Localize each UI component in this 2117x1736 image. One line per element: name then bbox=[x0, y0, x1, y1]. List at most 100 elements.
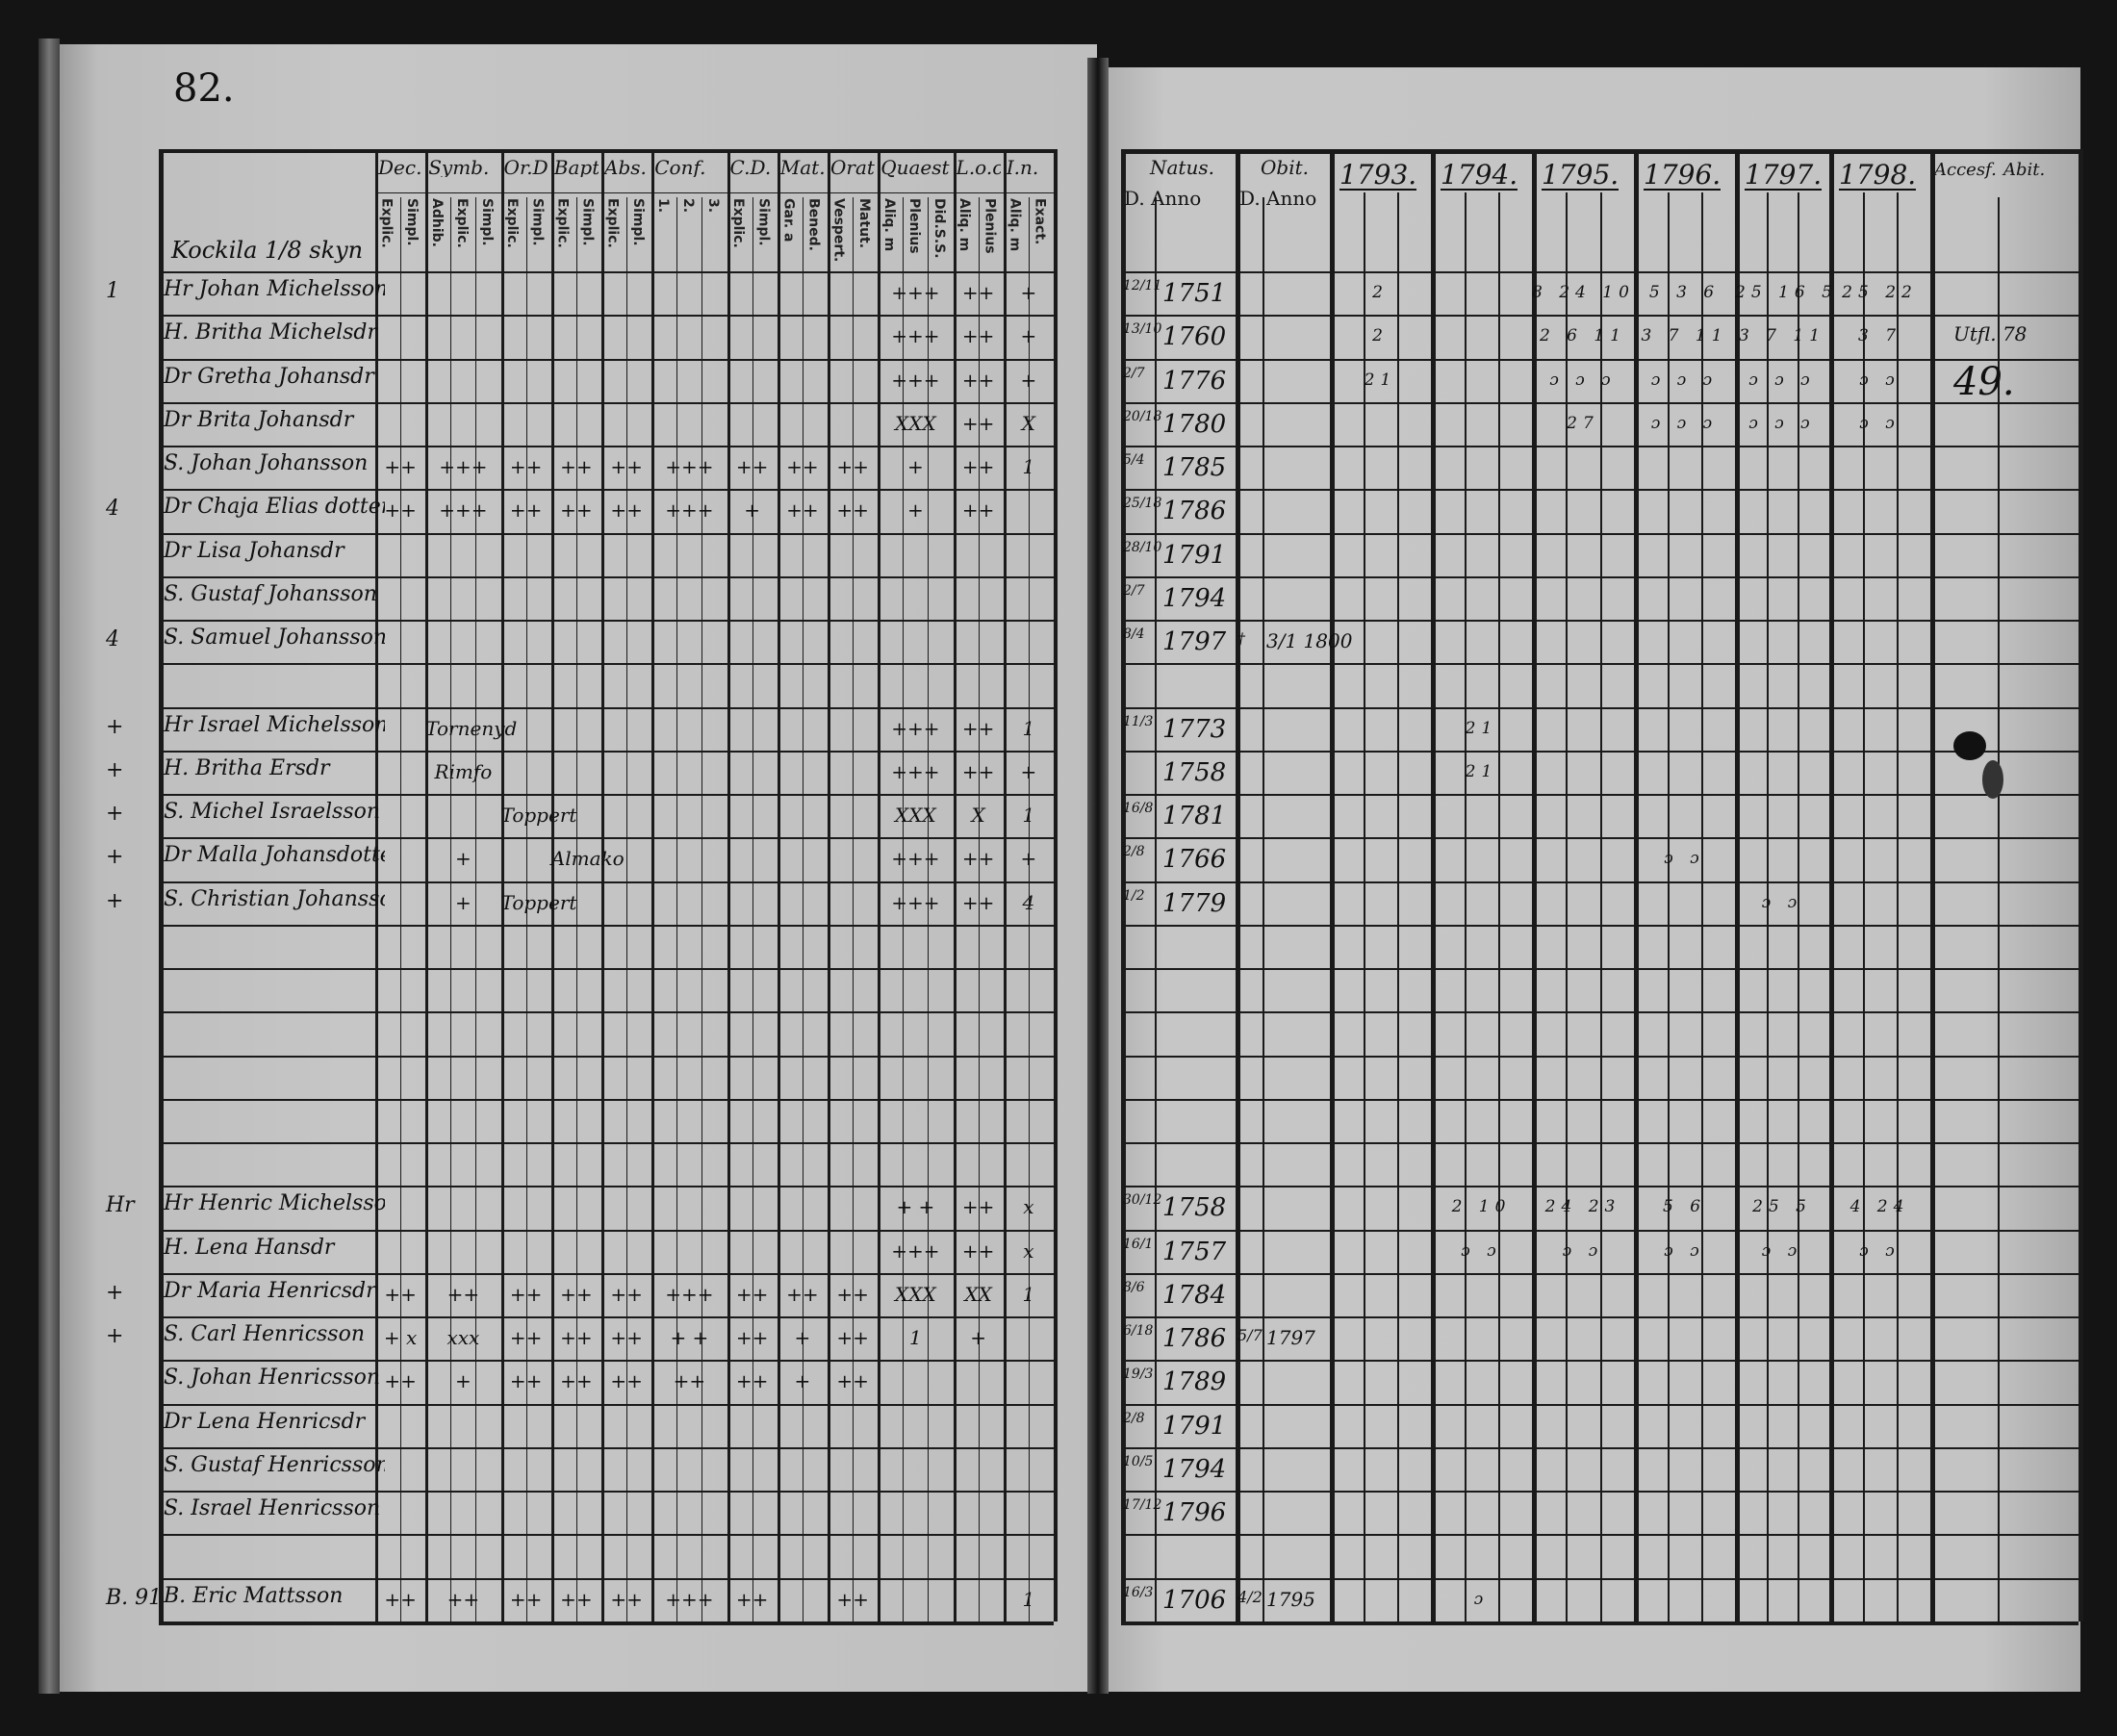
entry-orat: ++ bbox=[836, 1282, 869, 1306]
person-name: Dr Chaja Elias dotter bbox=[164, 497, 385, 519]
column-line bbox=[1465, 192, 1467, 1621]
ink-stain bbox=[1953, 731, 1986, 760]
birth-day: 17/12 bbox=[1123, 1497, 1162, 1514]
person-name: Dr Malla Johansdotter bbox=[164, 845, 385, 867]
birth-day: 6/18 bbox=[1123, 1323, 1154, 1340]
birth-day: 25/18 bbox=[1123, 496, 1162, 512]
column-header-quaest-1: Plenius bbox=[906, 198, 923, 254]
margin-note: B. 91 bbox=[106, 1585, 163, 1610]
column-header-in-0: Aliq. m bbox=[1007, 198, 1023, 252]
column-line bbox=[1998, 197, 2000, 1621]
year-mark: ɔ ɔ ɔ bbox=[1549, 370, 1617, 390]
column-group-dec: Dec. bbox=[378, 158, 422, 177]
margin-note: + bbox=[106, 714, 124, 739]
entry-quaest: +++ bbox=[891, 759, 940, 783]
entry-abs: ++ bbox=[610, 498, 643, 523]
column-line bbox=[1897, 192, 1899, 1621]
column-line bbox=[1028, 197, 1030, 1621]
entry-symb: + bbox=[455, 847, 472, 871]
rule-line bbox=[159, 1403, 1054, 1406]
year-mark: ɔ ɔ bbox=[1859, 413, 1900, 433]
column-line bbox=[1735, 149, 1740, 1621]
column-line bbox=[1829, 149, 1834, 1621]
rule-line bbox=[159, 881, 1054, 883]
entry-quaest: XXX bbox=[895, 411, 936, 435]
obit-d-anno: D. Anno bbox=[1239, 187, 1317, 210]
column-line bbox=[1498, 192, 1500, 1621]
birth-day: 10/5 bbox=[1123, 1453, 1154, 1469]
column-line bbox=[1532, 149, 1537, 1621]
year-mark: 5 6 bbox=[1662, 1197, 1707, 1217]
entry-symb: + bbox=[455, 1369, 472, 1393]
entry-ord: ++ bbox=[509, 1587, 543, 1611]
birth-year: 1786 bbox=[1162, 1324, 1227, 1354]
birth-year: 1791 bbox=[1162, 540, 1227, 570]
rule-line bbox=[159, 575, 1054, 578]
entry-ord: ++ bbox=[509, 1282, 543, 1306]
column-header-dec-0: Explic. bbox=[378, 198, 395, 248]
column-header-symb-0: Adhib. bbox=[428, 198, 445, 247]
birth-year: 1781 bbox=[1162, 802, 1227, 831]
entry-quaest: +++ bbox=[891, 847, 940, 871]
person-name: Hr Johan Michelsson bbox=[164, 279, 385, 300]
rule-line bbox=[1121, 1534, 2079, 1537]
entry-symb: Rimfo bbox=[434, 759, 493, 783]
rule-line bbox=[1121, 1055, 2079, 1058]
birth-year: 1706 bbox=[1162, 1585, 1227, 1615]
rule-line bbox=[1121, 706, 2079, 709]
birth-year: 1785 bbox=[1162, 453, 1227, 483]
margin-note: + bbox=[106, 757, 124, 782]
entry-bapt: ++ bbox=[560, 1587, 593, 1611]
year-mark: 2 6 11 bbox=[1539, 326, 1627, 346]
column-line bbox=[1599, 192, 1602, 1621]
person-name: S. Christian Johansson bbox=[164, 888, 385, 910]
margin-note: + bbox=[106, 1324, 124, 1349]
rule-line bbox=[1121, 663, 2079, 666]
year-mark: 8 24 10 bbox=[1532, 283, 1635, 302]
rule-line bbox=[159, 1446, 1054, 1449]
entry-in: 4 bbox=[1022, 890, 1035, 914]
rule-line bbox=[159, 1621, 1054, 1623]
birth-day: 20/18 bbox=[1123, 408, 1162, 424]
rule-line bbox=[159, 750, 1054, 753]
entry-quaest: +++ bbox=[891, 324, 940, 348]
column-line bbox=[1566, 192, 1569, 1621]
year-mark: ɔ ɔ bbox=[1562, 1240, 1604, 1261]
entry-cd: ++ bbox=[735, 455, 769, 479]
column-header-symb-1: Explic. bbox=[454, 198, 471, 248]
entry-in: + bbox=[1020, 759, 1037, 783]
rule-line bbox=[159, 1229, 1054, 1232]
column-line bbox=[1701, 192, 1703, 1621]
birth-year: 1797 bbox=[1162, 627, 1227, 657]
birth-year: 1791 bbox=[1162, 1411, 1227, 1441]
year-mark: ɔ ɔ bbox=[1761, 1240, 1803, 1261]
book-spine bbox=[1087, 58, 1109, 1694]
person-name: Dr Lena Henricsdr bbox=[164, 1411, 366, 1433]
year-mark: ɔ ɔ bbox=[1859, 1240, 1900, 1261]
entry-symb: ++ bbox=[446, 1587, 480, 1611]
rule-line bbox=[159, 924, 1054, 927]
rule-line bbox=[1121, 1098, 2079, 1101]
column-line bbox=[2079, 149, 2083, 1621]
rule-line bbox=[1121, 750, 2079, 753]
column-line bbox=[651, 149, 655, 1621]
entry-dec: ++ bbox=[384, 1282, 417, 1306]
rule-line bbox=[159, 1142, 1054, 1145]
entry-loc: ++ bbox=[961, 759, 995, 783]
entry-conf: +++ bbox=[665, 455, 714, 479]
rule-line bbox=[159, 1011, 1054, 1014]
column-header-conf-1: 2. bbox=[680, 198, 697, 214]
rule-line bbox=[1121, 1621, 2079, 1623]
entry-loc: ++ bbox=[961, 455, 995, 479]
left-page bbox=[60, 44, 1097, 1692]
column-line bbox=[727, 149, 730, 1621]
rule-line bbox=[1121, 1403, 2079, 1406]
person-name: Hr Israel Michelsson bbox=[164, 714, 385, 736]
entry-abs: ++ bbox=[610, 1326, 643, 1350]
column-line bbox=[450, 197, 452, 1621]
column-line bbox=[400, 197, 402, 1621]
ink-stain bbox=[1982, 760, 2003, 799]
column-group-orat: Orat. bbox=[830, 158, 875, 177]
entry-conf: +++ bbox=[665, 1587, 714, 1611]
entry-loc: ++ bbox=[961, 890, 995, 914]
